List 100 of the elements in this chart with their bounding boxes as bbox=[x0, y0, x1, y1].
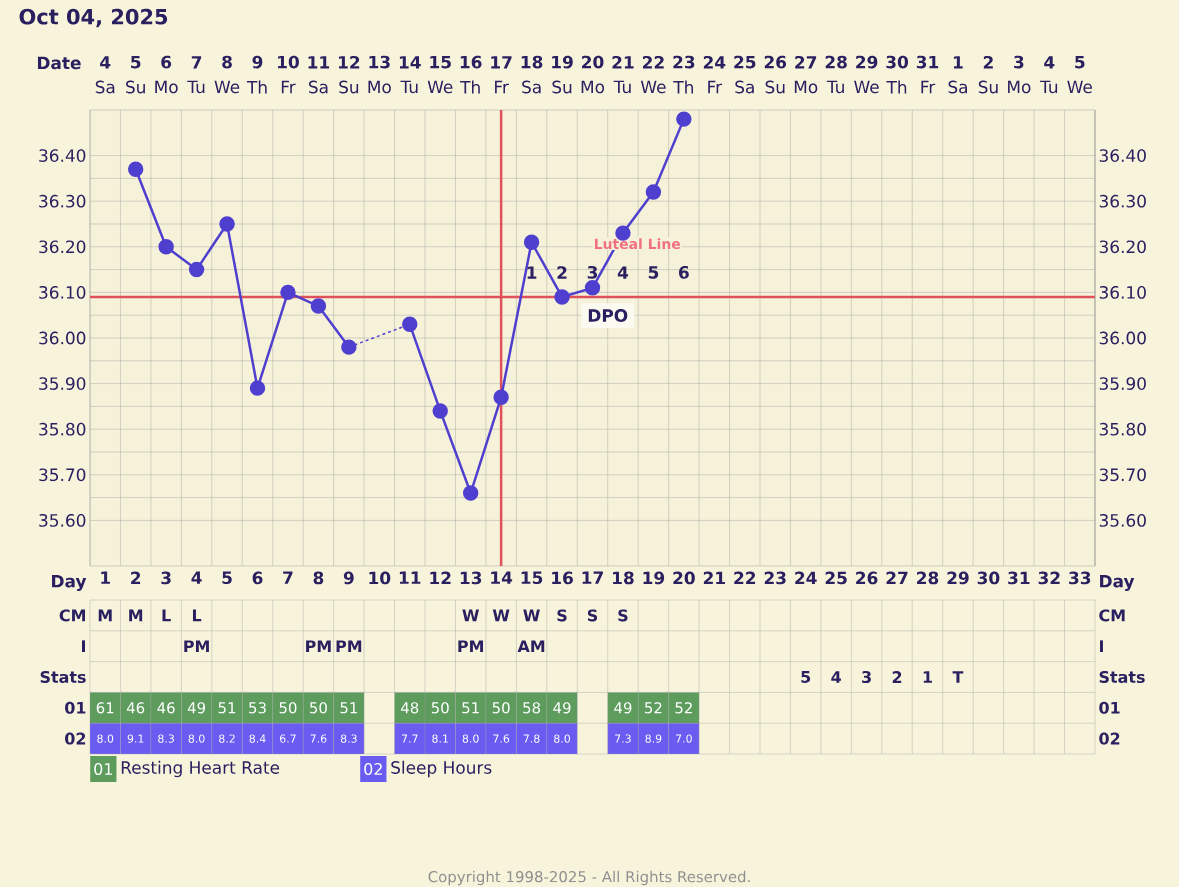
x2-tick-label: 22 bbox=[642, 55, 664, 69]
point bbox=[584, 280, 601, 296]
annotation: 6 bbox=[679, 265, 689, 279]
x-tick-label: 15 bbox=[521, 571, 543, 585]
text: Copyright 1998-2025 - All Rights Reserved. bbox=[428, 870, 750, 886]
data-label: 50 bbox=[310, 702, 327, 714]
point bbox=[523, 234, 540, 250]
x-tick-label: 22 bbox=[734, 571, 756, 585]
point bbox=[280, 284, 296, 301]
text: Sa bbox=[522, 80, 541, 94]
x2-tick-label: 14 bbox=[399, 56, 421, 69]
point bbox=[462, 485, 479, 501]
x2-tick-label: 18 bbox=[521, 55, 543, 69]
y-tick-label: 36.10 bbox=[39, 285, 86, 299]
x2-tick-label: 12 bbox=[338, 55, 360, 69]
text: Th bbox=[886, 80, 907, 94]
text: Tu bbox=[400, 80, 418, 94]
text: W bbox=[462, 609, 479, 622]
text: 5 bbox=[801, 671, 811, 683]
data-label: 9.1 bbox=[127, 734, 144, 743]
text: Su bbox=[126, 80, 145, 94]
x-tick-label: 21 bbox=[703, 571, 725, 585]
text: AM bbox=[517, 640, 545, 653]
x-tick-label: 6 bbox=[252, 571, 263, 585]
data-label: 49 bbox=[553, 702, 571, 714]
text: 2 bbox=[892, 671, 902, 683]
y-tick-label: 36.20 bbox=[39, 240, 86, 254]
x-tick-label: 8 bbox=[313, 571, 324, 585]
data-label: 8.4 bbox=[249, 734, 266, 743]
x-tick-label: 17 bbox=[582, 571, 603, 584]
x2-tick-label: 7 bbox=[191, 56, 202, 69]
text: Mo bbox=[794, 80, 818, 94]
text: L bbox=[162, 609, 171, 622]
data-label: 7.6 bbox=[310, 734, 327, 743]
text: Mo bbox=[1008, 80, 1031, 94]
text: Sa bbox=[95, 80, 115, 94]
point bbox=[158, 239, 174, 255]
x2-tick-label: 27 bbox=[795, 55, 817, 69]
y-tick-label: 01 bbox=[1099, 701, 1120, 714]
text: Mo bbox=[155, 80, 178, 94]
data-label: 52 bbox=[675, 702, 692, 714]
x-tick-label: 10 bbox=[369, 571, 391, 585]
text: Fr bbox=[495, 80, 509, 94]
text: Su bbox=[339, 80, 359, 94]
text: Day bbox=[1100, 575, 1135, 591]
x2-tick-label: 28 bbox=[825, 55, 847, 69]
text: PM bbox=[458, 640, 483, 653]
data-label: 50 bbox=[431, 702, 449, 714]
x-tick-label: 16 bbox=[552, 571, 573, 585]
y-tick-label: 35.60 bbox=[39, 513, 86, 527]
text: PM bbox=[306, 640, 331, 653]
data-label: 50 bbox=[279, 702, 297, 714]
text: 1 bbox=[923, 671, 932, 683]
y-tick-label: 36.40 bbox=[39, 149, 86, 162]
x2-tick-label: 4 bbox=[1044, 56, 1055, 69]
x-tick-label: 26 bbox=[856, 571, 878, 585]
x2-axis-title: Date bbox=[37, 56, 81, 70]
text: Fr bbox=[708, 80, 723, 94]
data-label: 61 bbox=[96, 702, 114, 714]
x-tick-label: 18 bbox=[613, 571, 634, 585]
x-tick-label: 7 bbox=[283, 571, 293, 584]
text: We bbox=[640, 80, 666, 94]
x-tick-label: 28 bbox=[917, 571, 939, 585]
data-label: 8.2 bbox=[219, 734, 235, 743]
x2-tick-label: 11 bbox=[308, 56, 330, 69]
text: W bbox=[492, 609, 510, 622]
x2-tick-label: 21 bbox=[612, 55, 634, 69]
y-tick-label: Stats bbox=[1099, 670, 1145, 684]
x2-tick-label: 3 bbox=[1014, 55, 1024, 69]
x2-tick-label: 23 bbox=[673, 55, 695, 69]
text: We bbox=[214, 80, 240, 94]
x2-tick-label: 8 bbox=[222, 55, 232, 69]
x2-tick-label: 5 bbox=[131, 55, 141, 69]
text: M bbox=[129, 609, 143, 622]
text: L bbox=[192, 609, 202, 622]
text: Su bbox=[552, 80, 572, 94]
text: T bbox=[952, 671, 964, 683]
x-tick-label: 2 bbox=[131, 571, 141, 585]
x-tick-label: 30 bbox=[977, 571, 1000, 585]
data-label: 53 bbox=[249, 702, 266, 714]
x2-tick-label: 10 bbox=[278, 55, 299, 69]
annotation: Luteal Line bbox=[594, 238, 681, 250]
point bbox=[676, 111, 692, 127]
x2-tick-label: 4 bbox=[100, 56, 111, 69]
text: Th bbox=[460, 80, 480, 94]
data-label: 49 bbox=[187, 702, 206, 714]
x2-tick-label: 5 bbox=[1075, 55, 1085, 69]
y-tick-label: CM bbox=[1099, 609, 1125, 622]
text: Tu bbox=[1040, 80, 1058, 94]
x-tick-label: 25 bbox=[825, 571, 847, 585]
x-tick-label: 14 bbox=[491, 571, 513, 584]
x2-tick-label: 29 bbox=[856, 55, 878, 69]
x2-tick-label: 24 bbox=[703, 55, 726, 69]
text: Oct 04, 2025 bbox=[19, 8, 168, 28]
data-label: 7.7 bbox=[401, 734, 418, 743]
text: We bbox=[854, 80, 879, 94]
text: We bbox=[427, 80, 453, 94]
x2-tick-label: 6 bbox=[161, 55, 172, 69]
text: Sleep Hours bbox=[391, 760, 492, 778]
x2-tick-label: 17 bbox=[491, 56, 512, 69]
